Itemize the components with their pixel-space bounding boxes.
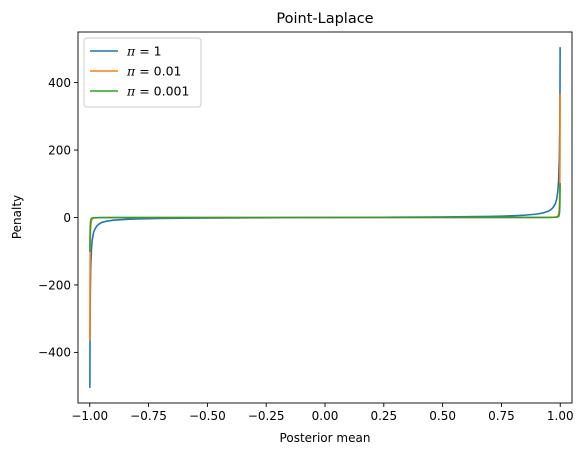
series-layer [89, 47, 561, 388]
y-tick-label: 0 [63, 211, 71, 225]
y-axis-label: Penalty [10, 195, 24, 239]
legend-label: π = 1 [126, 44, 162, 59]
x-tick-label: −0.50 [189, 409, 226, 423]
x-tick-label: 0.25 [370, 409, 397, 423]
x-axis-label: Posterior mean [280, 431, 371, 445]
y-tick-label: 200 [48, 143, 71, 157]
y-axis-ticks: −400 −200 0 200 400 [38, 76, 78, 360]
x-tick-label: 0.00 [312, 409, 339, 423]
series-line-3 [89, 183, 561, 252]
y-tick-label: −200 [38, 278, 71, 292]
legend-label: π = 0.001 [126, 84, 189, 99]
y-tick-label: −400 [38, 346, 71, 360]
x-axis-ticks: −1.00 −0.75 −0.50 −0.25 0.00 0.25 0.50 0.75 1.00 [71, 403, 574, 423]
y-tick-label: 400 [48, 76, 71, 90]
x-tick-label: 0.50 [429, 409, 456, 423]
x-tick-label: 1.00 [547, 409, 574, 423]
x-tick-label: −0.25 [248, 409, 285, 423]
legend-label: π = 0.01 [126, 64, 181, 79]
x-tick-label: −0.75 [130, 409, 167, 423]
legend: π = 1 π = 0.01 π = 0.001 [83, 37, 202, 108]
x-tick-label: −1.00 [71, 409, 108, 423]
chart-title: Point-Laplace [276, 11, 373, 27]
x-tick-label: 0.75 [488, 409, 515, 423]
legend-box [83, 37, 202, 108]
